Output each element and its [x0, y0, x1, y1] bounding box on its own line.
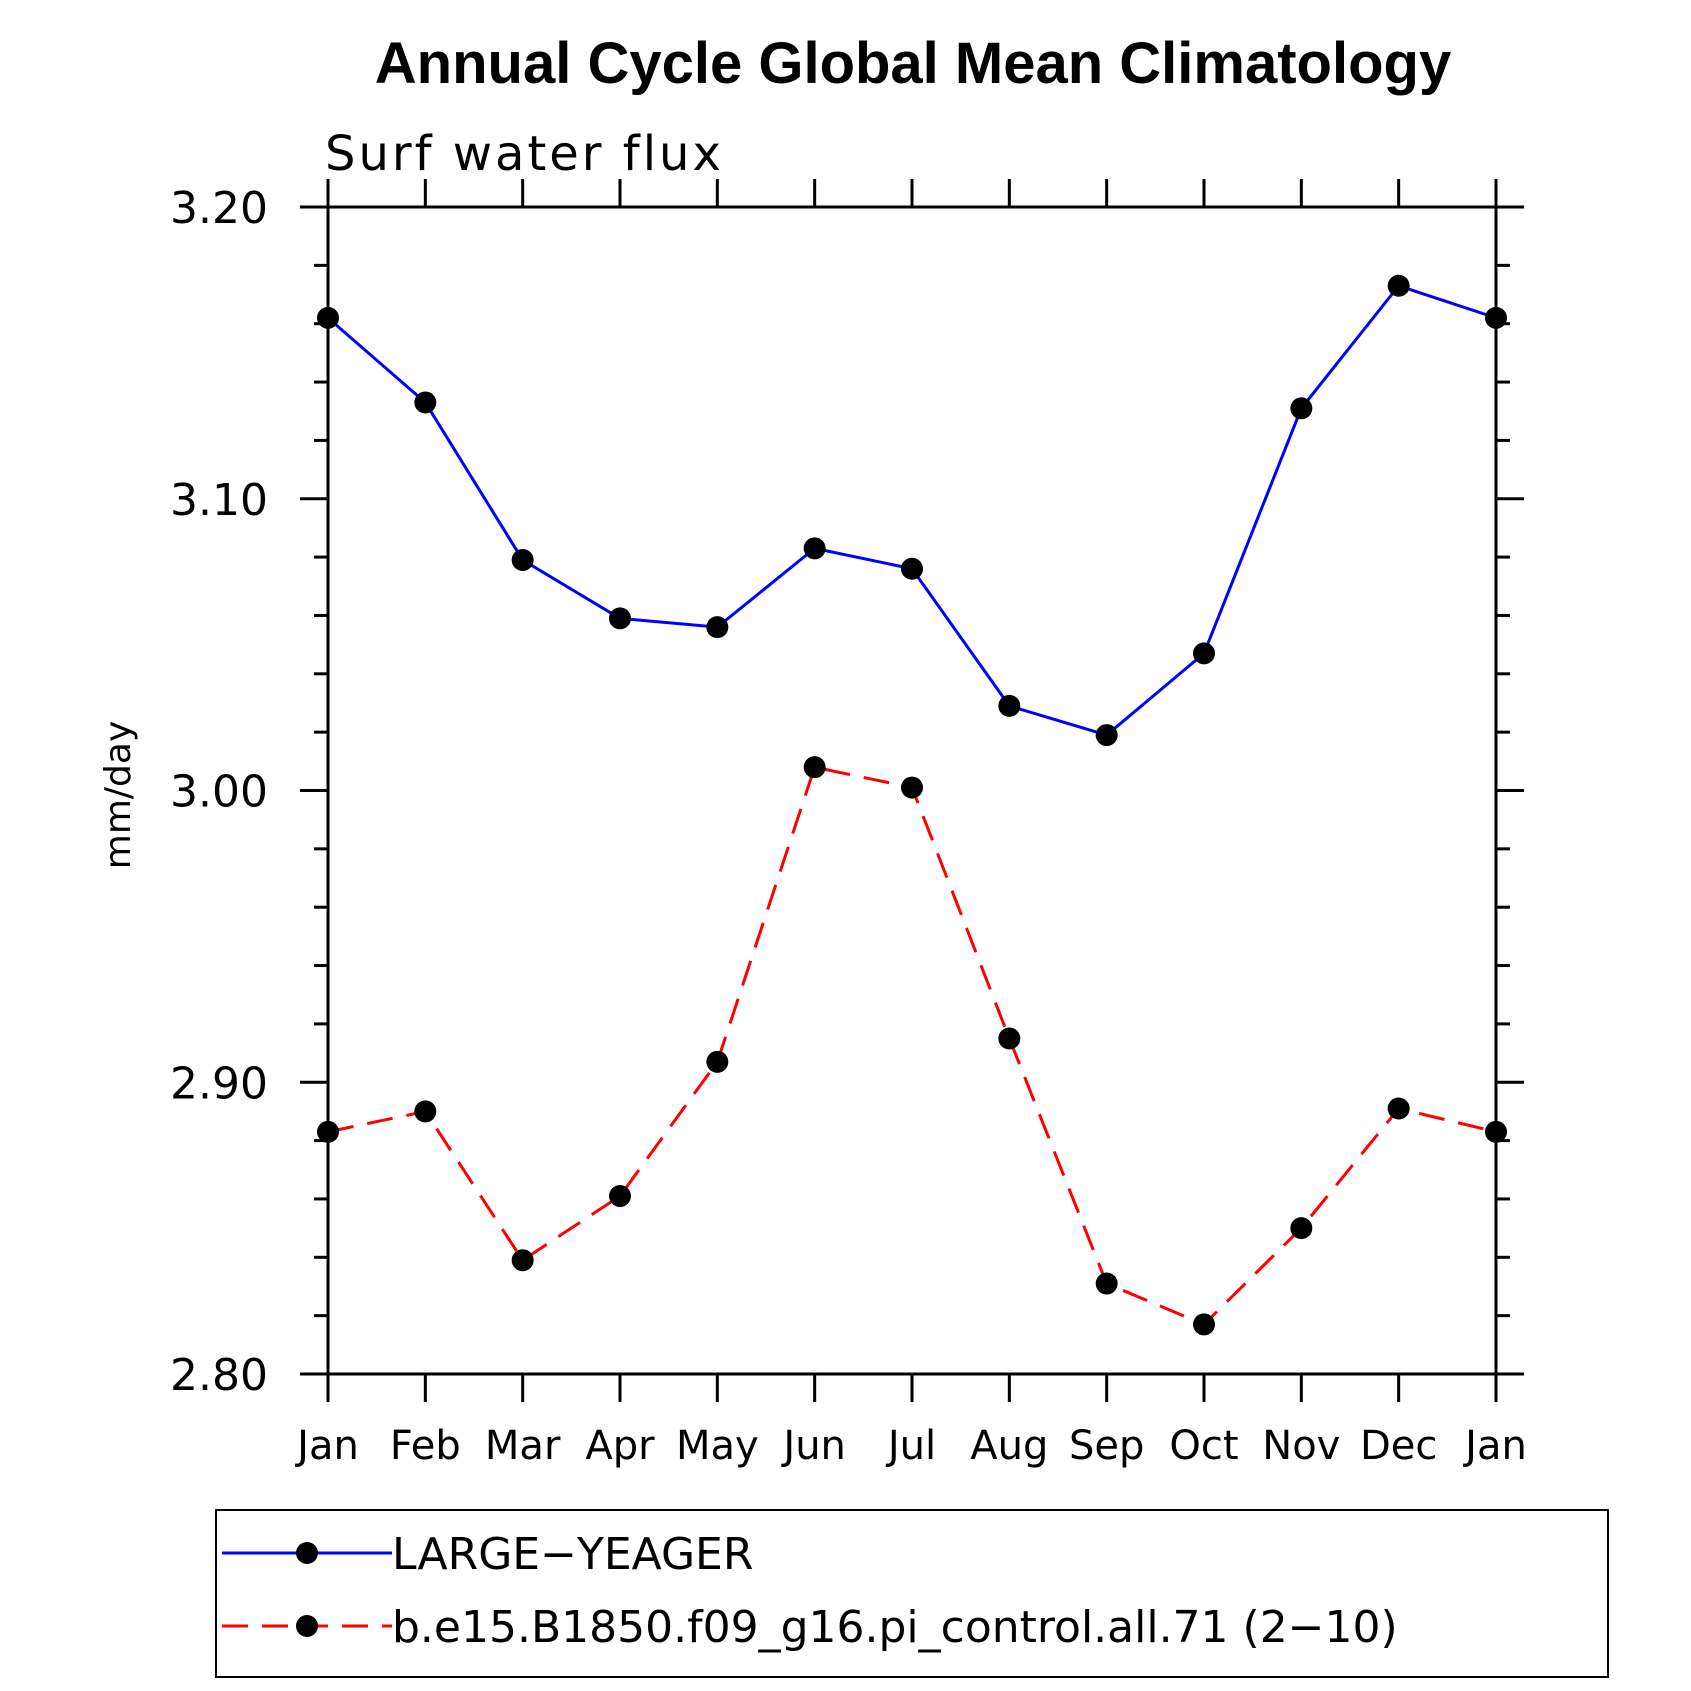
x-tick-label: Jul [885, 1423, 936, 1469]
y-tick-label: 3.00 [170, 767, 268, 818]
series-2-point [317, 1120, 339, 1143]
series-2-point [706, 1050, 729, 1073]
series-2-point [609, 1185, 631, 1208]
chart-title: Annual Cycle Global Mean Climatology [375, 31, 1451, 96]
series-2-point [511, 1249, 534, 1272]
chart-subtitle: Surf water flux [325, 126, 724, 182]
legend: LARGE−YEAGER b.e15.B1850.f09_g16.pi_cont… [215, 1509, 1609, 1678]
y-tick-label: 3.10 [170, 475, 268, 526]
x-tick-label: Jan [1462, 1423, 1527, 1469]
series-1-point [1193, 642, 1215, 665]
y-tick-label: 3.20 [170, 183, 268, 234]
x-axis-ticks: Jan Feb Mar Apr May Jun Jul Aug Sep Oct Nov Dec Jan [294, 179, 1527, 1469]
series-1-point [1485, 306, 1507, 329]
series-2-point [1485, 1120, 1507, 1143]
x-tick-label: Jun [780, 1423, 846, 1469]
series-2-point [1387, 1097, 1410, 1120]
series-line-2 [327, 765, 1497, 1327]
legend-frame [215, 1509, 1609, 1678]
x-tick-label: Apr [585, 1423, 655, 1469]
series-2-point [1095, 1272, 1118, 1295]
legend-marker-2 [296, 1615, 318, 1637]
series-2-point [1290, 1217, 1313, 1240]
legend-marker-1 [296, 1542, 318, 1564]
x-tick-label: Feb [390, 1423, 461, 1469]
series-1-point [998, 694, 1021, 717]
y-tick-label: 2.80 [170, 1350, 268, 1401]
series-1-point [609, 607, 631, 630]
series-1-point [803, 537, 826, 560]
y-axis-ticks: 3.20 3.10 3.00 2.90 2.80 [170, 183, 1524, 1401]
x-tick-label: Oct [1169, 1423, 1238, 1469]
series-line-1 [327, 284, 1497, 737]
x-tick-label: Sep [1069, 1423, 1144, 1469]
x-tick-label: Aug [970, 1423, 1048, 1469]
x-tick-label: Nov [1262, 1423, 1340, 1469]
series-1-point [1095, 724, 1118, 747]
series-2-point [803, 756, 826, 779]
x-tick-label: May [676, 1423, 759, 1469]
series-2-point [1193, 1313, 1215, 1336]
y-tick-label: 2.90 [170, 1058, 268, 1109]
legend-label-1: LARGE−YEAGER [392, 1529, 753, 1580]
series-1-point [706, 616, 729, 639]
series-1-point [901, 557, 923, 580]
y-axis-label: mm/day [98, 721, 139, 869]
series-2-point [998, 1027, 1021, 1050]
series-layer [317, 274, 1507, 1336]
x-tick-label: Mar [485, 1423, 561, 1469]
series-1-point [414, 391, 437, 414]
series-1-point [1290, 397, 1313, 420]
legend-label-2: b.e15.B1850.f09_g16.pi_control.all.71 (2… [392, 1602, 1398, 1653]
series-2-point [414, 1100, 437, 1123]
series-2-point [901, 776, 923, 799]
x-tick-label: Dec [1360, 1423, 1437, 1469]
series-1-point [317, 306, 339, 329]
series-1-point [1387, 274, 1410, 297]
x-tick-label: Jan [294, 1423, 359, 1469]
series-1-point [511, 549, 534, 572]
